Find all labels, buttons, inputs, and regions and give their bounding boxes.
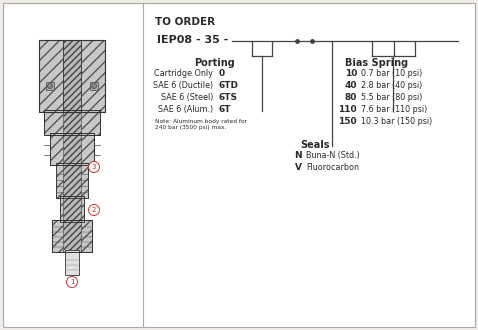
Text: V: V	[295, 163, 302, 172]
Text: 150: 150	[338, 117, 357, 126]
Bar	[63, 110, 81, 135]
Text: 6TS: 6TS	[219, 93, 238, 102]
Text: Seals: Seals	[300, 140, 329, 150]
Bar	[50, 133, 94, 165]
Text: 1: 1	[70, 279, 74, 285]
Text: 3: 3	[92, 164, 96, 170]
Text: 0.7 bar (10 psi): 0.7 bar (10 psi)	[361, 69, 422, 78]
Bar	[63, 40, 81, 112]
Text: Fluorocarbon: Fluorocarbon	[306, 163, 359, 172]
Bar	[63, 133, 81, 165]
Circle shape	[91, 83, 97, 88]
Bar	[56, 163, 88, 198]
Text: Buna-N (Std.): Buna-N (Std.)	[306, 151, 360, 160]
Text: Cartridge Only: Cartridge Only	[154, 69, 213, 78]
Text: 6T: 6T	[219, 105, 231, 114]
Bar	[65, 250, 79, 275]
Bar	[44, 110, 100, 135]
Text: 10: 10	[345, 69, 357, 78]
Circle shape	[47, 83, 53, 88]
Bar	[63, 40, 81, 112]
Bar	[52, 220, 92, 252]
Bar	[63, 163, 81, 198]
Circle shape	[88, 161, 99, 173]
Bar	[52, 220, 92, 252]
Bar	[60, 196, 70, 222]
Bar	[56, 163, 88, 198]
Text: 80: 80	[345, 93, 357, 102]
Text: 5.5 bar (80 psi): 5.5 bar (80 psi)	[361, 93, 423, 102]
Text: TO ORDER: TO ORDER	[155, 17, 215, 27]
Bar	[44, 110, 100, 135]
Bar	[63, 220, 81, 252]
Text: 2.8 bar (40 psi): 2.8 bar (40 psi)	[361, 81, 422, 90]
Text: SAE 6 (Ductile): SAE 6 (Ductile)	[153, 81, 213, 90]
Bar	[39, 40, 105, 112]
Text: SAE 6 (Alum.): SAE 6 (Alum.)	[158, 105, 213, 114]
Bar	[46, 82, 54, 90]
Circle shape	[66, 277, 77, 287]
Text: SAE 6 (Steel): SAE 6 (Steel)	[161, 93, 213, 102]
Text: N: N	[294, 151, 302, 160]
Text: 110: 110	[338, 105, 357, 114]
Circle shape	[88, 205, 99, 215]
Text: IEP08 - 35 -: IEP08 - 35 -	[157, 35, 228, 45]
Text: 6TD: 6TD	[219, 81, 239, 90]
Bar	[50, 133, 94, 165]
Text: 10.3 bar (150 psi): 10.3 bar (150 psi)	[361, 117, 432, 126]
Text: 0: 0	[219, 69, 225, 78]
Text: 2: 2	[92, 207, 96, 213]
Text: Porting: Porting	[195, 58, 235, 68]
Text: 40: 40	[345, 81, 357, 90]
Text: Note: Aluminum body rated for
240 bar (3500 psi) max.: Note: Aluminum body rated for 240 bar (3…	[155, 119, 247, 130]
Bar	[60, 196, 84, 222]
Bar	[63, 196, 81, 222]
Text: Bias Spring: Bias Spring	[345, 58, 408, 68]
Bar	[74, 196, 84, 222]
Text: 7.6 bar (110 psi): 7.6 bar (110 psi)	[361, 105, 427, 114]
Bar	[39, 40, 105, 112]
Bar	[90, 82, 98, 90]
